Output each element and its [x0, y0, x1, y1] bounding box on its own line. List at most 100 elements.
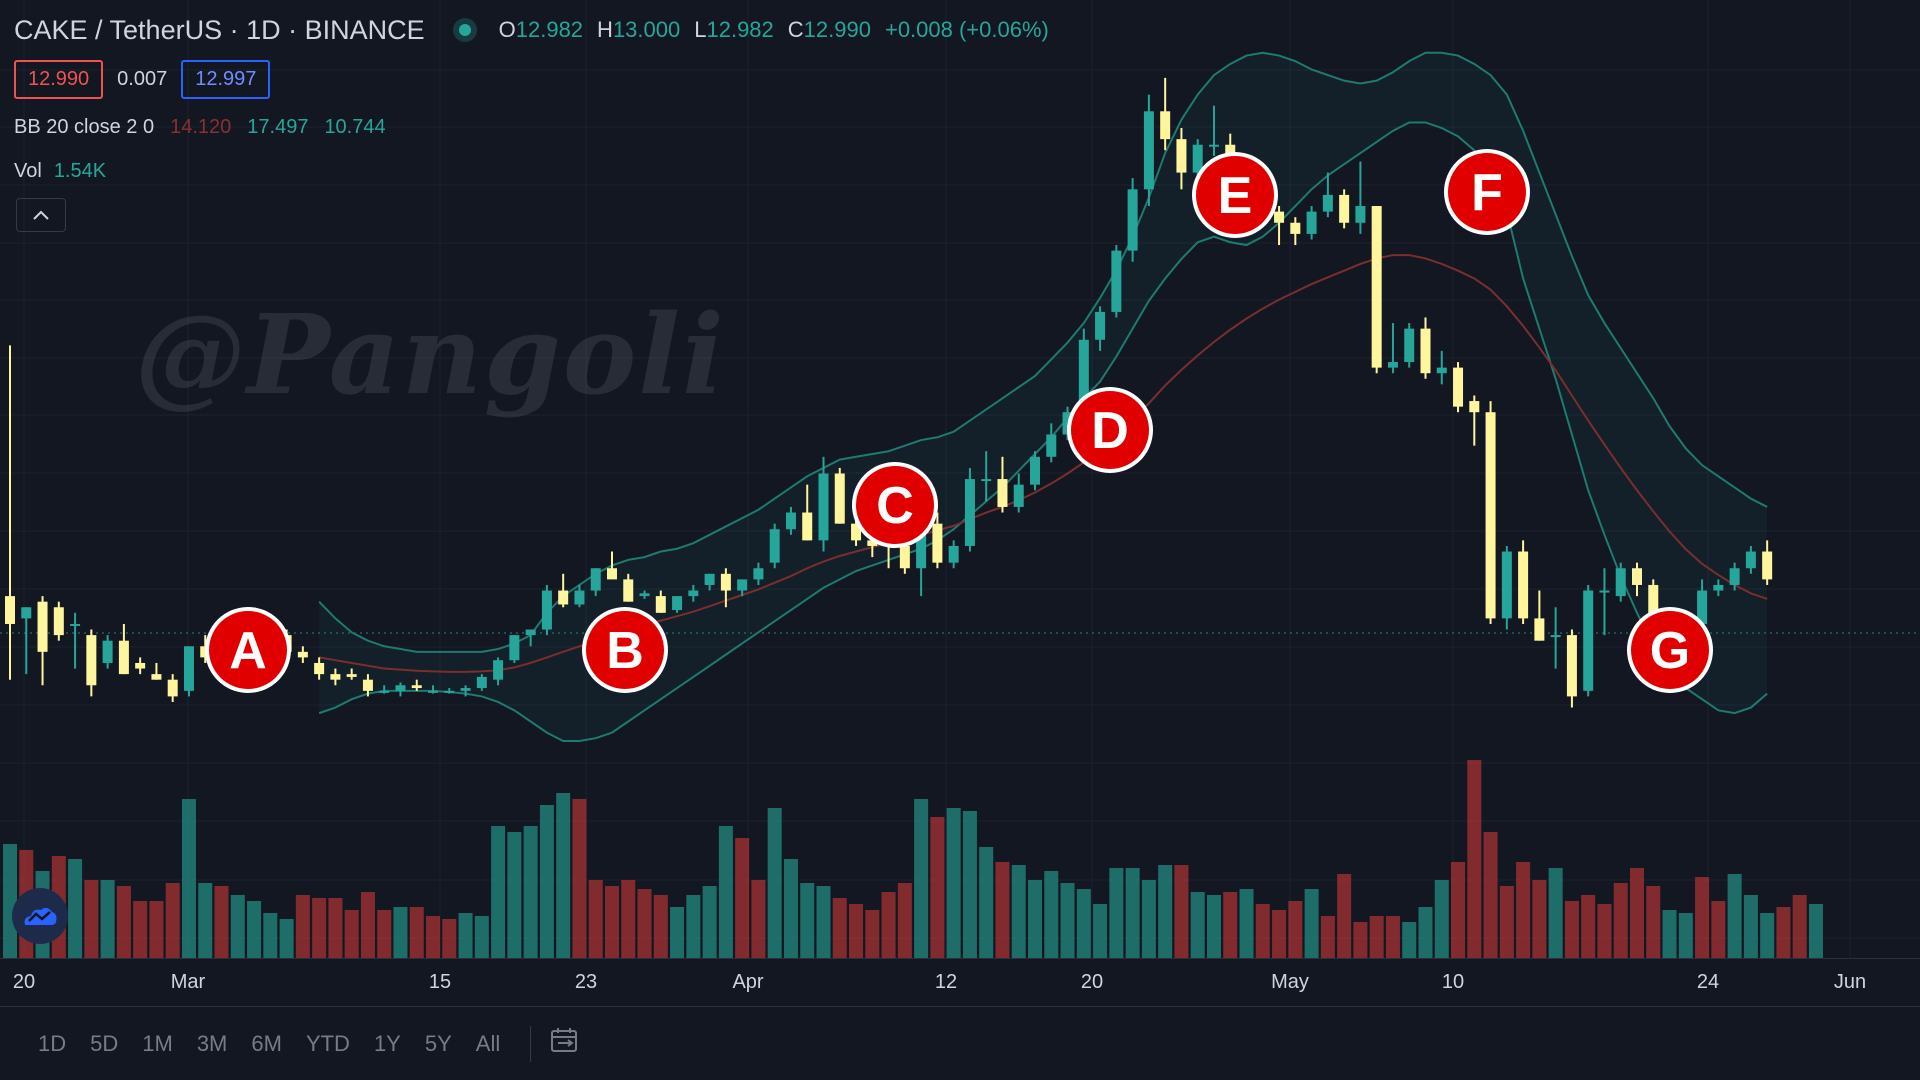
volume-bar [865, 910, 880, 958]
volume-bar [702, 886, 717, 958]
candle-body [1371, 206, 1382, 368]
sell-price-button[interactable]: 12.990 [14, 60, 104, 99]
volume-bar [360, 892, 375, 958]
time-axis[interactable] [0, 958, 1920, 1003]
volume-bar [1532, 880, 1547, 958]
candle-body [1078, 339, 1089, 413]
candle-body [574, 590, 585, 605]
marker-circle [586, 611, 664, 689]
x-tick-label: May [1271, 971, 1309, 993]
bb-basis-line [318, 254, 1768, 673]
market-status-icon [458, 24, 471, 36]
volume-bar [3, 844, 17, 958]
volume-bar [800, 883, 815, 958]
bb-basis-value: 14.120 [170, 116, 232, 138]
volume-bar [1727, 874, 1742, 958]
volume-bar [539, 805, 554, 958]
candle-body [493, 660, 504, 680]
candle-body [1322, 194, 1333, 212]
volume-bar [1516, 862, 1531, 958]
volume-bar [572, 799, 587, 958]
marker-circle [856, 466, 934, 544]
volume-bar [1093, 904, 1108, 958]
volume-bar [1044, 871, 1059, 958]
candle-body [606, 568, 617, 580]
candle-body [1632, 568, 1642, 585]
timeframe-all[interactable]: All [475, 1030, 501, 1056]
volume-indicator-legend[interactable]: Vol 1.54K [14, 160, 106, 183]
volume-bar [1353, 922, 1368, 958]
volume-bar [1483, 832, 1498, 958]
volume-bar [165, 883, 180, 958]
candle-body [851, 523, 862, 541]
date-range-icon[interactable] [549, 1026, 581, 1061]
symbol-title[interactable]: CAKE / TetherUS · 1D · BINANCE [14, 14, 425, 45]
volume-bar [1141, 880, 1156, 958]
marker-circle [1448, 153, 1526, 231]
candle-body [118, 640, 129, 675]
x-tick-label: 24 [1697, 971, 1719, 993]
candle-body [1111, 250, 1122, 312]
collapse-legend-button[interactable] [16, 198, 66, 232]
x-tick-label: 10 [1442, 971, 1464, 993]
volume-bar [1223, 892, 1238, 958]
volume-bar [312, 898, 327, 958]
timeframe-1y[interactable]: 1Y [373, 1030, 401, 1056]
timeframe-ytd[interactable]: YTD [305, 1030, 350, 1056]
volume-bar [1337, 874, 1352, 958]
timeframe-5d[interactable]: 5D [90, 1030, 119, 1056]
candle-body [428, 690, 439, 693]
volume-bar [1613, 883, 1628, 958]
volume-bar [1320, 916, 1335, 958]
timeframe-1d[interactable]: 1D [38, 1030, 67, 1056]
timeframe-1m[interactable]: 1M [142, 1030, 173, 1056]
buy-price-button[interactable]: 12.997 [181, 60, 271, 99]
candle-body [916, 523, 927, 569]
high-label: H [597, 17, 613, 42]
candle-body [379, 690, 390, 693]
tradingview-logo-icon[interactable] [12, 888, 68, 944]
volume-bar [1743, 895, 1758, 958]
volume-bar [1548, 868, 1563, 958]
volume-bar [995, 862, 1010, 958]
candle-body [1143, 111, 1154, 190]
candle-body [1762, 551, 1773, 580]
volume-bar [783, 859, 798, 958]
bb-indicator-legend[interactable]: BB 20 close 2 0 14.120 17.497 10.744 [14, 116, 386, 139]
marker-e: E [1192, 152, 1278, 238]
volume-bar [263, 913, 278, 958]
candle-body [785, 512, 796, 530]
timeframe-6m[interactable]: 6M [251, 1030, 282, 1056]
volume-bar [946, 808, 961, 958]
marker-label: B [606, 622, 644, 680]
marker-label: C [876, 477, 914, 535]
candle-body [509, 635, 520, 661]
timeframe-5y[interactable]: 5Y [424, 1030, 452, 1056]
candle-body [1046, 434, 1057, 457]
candle-body [53, 607, 64, 636]
volume-bar [686, 895, 701, 958]
candle-body [135, 662, 146, 669]
volume-bar [604, 886, 619, 958]
timeframe-3m[interactable]: 3M [196, 1030, 228, 1056]
volume-bar [344, 910, 359, 958]
volume-bar [1239, 889, 1254, 958]
candle-body [1518, 551, 1529, 619]
volume-bar [491, 826, 506, 958]
volume-bar [653, 895, 668, 958]
marker-label: E [1218, 167, 1253, 225]
volume-bar [588, 880, 603, 958]
change-value: +0.008 (+0.06%) [884, 17, 1049, 42]
candle-body [102, 640, 113, 663]
vol-value: 1.54K [53, 160, 107, 182]
volume-bar [1597, 904, 1612, 958]
candle-body [590, 568, 601, 591]
close-value: 12.990 [803, 17, 871, 42]
volume-bar [442, 919, 457, 958]
candle-body [818, 473, 829, 541]
candle-body [1697, 590, 1708, 624]
volume-bar [962, 811, 977, 958]
x-tick-label: 20 [13, 971, 35, 993]
volume-bar [1776, 907, 1791, 958]
